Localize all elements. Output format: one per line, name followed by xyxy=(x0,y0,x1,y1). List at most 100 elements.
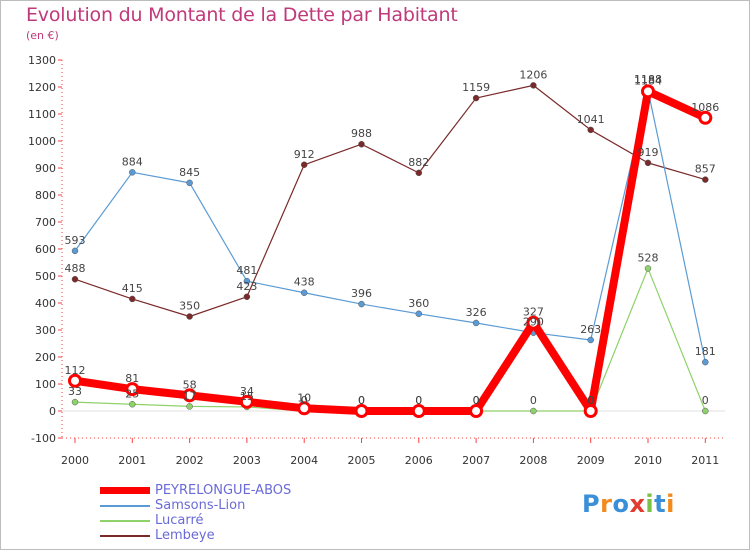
x-tick-label: 2007 xyxy=(462,454,490,467)
data-label: 438 xyxy=(294,276,315,289)
data-label: 415 xyxy=(122,282,143,295)
data-point xyxy=(530,82,537,89)
y-tick-label: 100 xyxy=(35,378,56,391)
x-tick-label: 2006 xyxy=(405,454,433,467)
x-tick-label: 2010 xyxy=(634,454,662,467)
data-label: 919 xyxy=(638,146,659,159)
data-label: 845 xyxy=(179,166,200,179)
data-point xyxy=(129,401,136,408)
series-line-Samsons-Lion xyxy=(74,89,706,363)
data-label: 1184 xyxy=(634,74,662,87)
data-label: 290 xyxy=(523,316,544,329)
logo-letter: t xyxy=(654,490,667,518)
data-label: 0 xyxy=(415,394,422,407)
y-tick-label: 1200 xyxy=(28,81,56,94)
legend-label: Lembeye xyxy=(155,528,215,543)
data-label: 263 xyxy=(580,323,601,336)
data-point xyxy=(472,319,480,327)
logo-letter: i xyxy=(666,490,675,518)
data-point xyxy=(702,358,709,366)
data-label: 912 xyxy=(294,148,315,161)
data-label: 0 xyxy=(702,394,709,407)
y-tick-label: 1100 xyxy=(28,108,56,121)
legend-swatch xyxy=(100,505,150,507)
chart-title: Evolution du Montant de la Dette par Hab… xyxy=(26,4,458,26)
y-tick-label: -100 xyxy=(31,432,56,445)
data-point xyxy=(644,159,652,167)
data-point xyxy=(698,110,713,125)
proxiti-logo: Proxiti xyxy=(582,490,675,518)
data-point xyxy=(415,169,423,177)
data-point xyxy=(71,275,79,283)
data-point xyxy=(358,140,365,148)
data-label: 0 xyxy=(415,394,422,407)
data-label: 0 xyxy=(301,394,308,407)
data-label: 1041 xyxy=(577,113,605,126)
data-point xyxy=(297,401,312,416)
data-point xyxy=(644,265,652,272)
y-tick-label: 500 xyxy=(35,270,56,283)
data-label: 882 xyxy=(408,156,429,169)
y-tick-label: 300 xyxy=(35,324,56,337)
data-label: 360 xyxy=(408,297,429,310)
data-label: 396 xyxy=(351,287,372,300)
data-label: 1086 xyxy=(691,101,719,114)
x-tick-label: 2008 xyxy=(519,454,547,467)
legend-label: Samsons-Lion xyxy=(155,498,246,513)
y-tick-label: 0 xyxy=(49,405,56,418)
logo-letter: o xyxy=(612,490,630,518)
x-tick-label: 2000 xyxy=(61,454,89,467)
data-label: 528 xyxy=(638,251,659,264)
data-label: 25 xyxy=(125,387,139,400)
data-point xyxy=(587,126,594,134)
y-tick-label: 400 xyxy=(35,297,56,310)
data-label: 0 xyxy=(358,394,365,407)
data-label: 0 xyxy=(358,394,365,407)
data-point xyxy=(702,176,709,183)
data-point xyxy=(125,382,140,397)
data-label: 81 xyxy=(125,372,139,385)
data-point xyxy=(129,169,136,176)
data-point xyxy=(129,295,136,303)
data-label: 0 xyxy=(587,394,594,407)
data-point xyxy=(583,404,598,418)
y-tick-label: 1300 xyxy=(28,54,56,67)
data-label: 33 xyxy=(68,385,82,398)
data-point xyxy=(71,247,79,255)
data-point xyxy=(415,310,423,318)
data-label: 34 xyxy=(240,385,254,398)
legend-swatch xyxy=(100,520,150,522)
data-label: 857 xyxy=(695,163,716,176)
logo-letter: r xyxy=(600,490,613,518)
data-label: 0 xyxy=(473,394,480,407)
data-label: 423 xyxy=(236,280,257,293)
x-tick-label: 2009 xyxy=(577,454,605,467)
legend-label: PEYRELONGUE-ABOS xyxy=(155,483,292,498)
data-point xyxy=(243,277,251,285)
data-label: 1159 xyxy=(462,81,490,94)
y-tick-label: 600 xyxy=(35,243,56,256)
data-point xyxy=(68,373,82,388)
data-point xyxy=(186,403,193,410)
data-point xyxy=(354,404,369,418)
logo-letter: x xyxy=(629,490,646,518)
data-point xyxy=(587,336,594,344)
series-line-Lembeye xyxy=(74,84,706,318)
data-label: 58 xyxy=(183,378,197,391)
y-tick-label: 900 xyxy=(35,162,56,175)
data-point xyxy=(358,300,365,308)
data-label: 327 xyxy=(523,306,544,319)
y-tick-label: 1000 xyxy=(28,135,56,148)
legend-swatch xyxy=(100,535,150,537)
data-point xyxy=(526,315,541,330)
data-label: 988 xyxy=(351,127,372,140)
data-point xyxy=(186,313,193,320)
data-point xyxy=(411,404,426,418)
x-tick-label: 2011 xyxy=(691,454,719,467)
series-line-PEYRELONGUE-ABOS xyxy=(71,87,710,415)
x-tick-label: 2002 xyxy=(176,454,204,467)
data-point xyxy=(239,394,254,409)
data-label: 0 xyxy=(587,394,594,407)
logo-letter: i xyxy=(645,490,655,518)
